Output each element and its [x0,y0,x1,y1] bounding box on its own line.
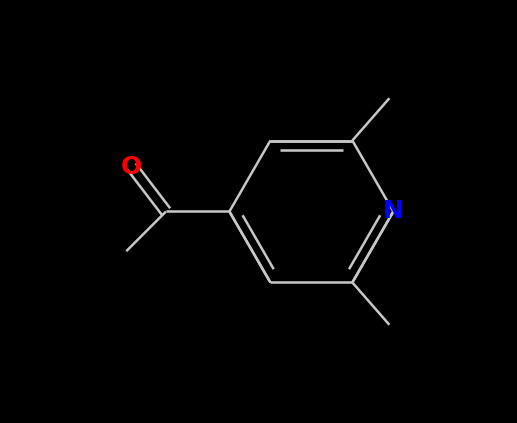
Text: O: O [121,154,142,179]
Text: N: N [383,200,404,223]
